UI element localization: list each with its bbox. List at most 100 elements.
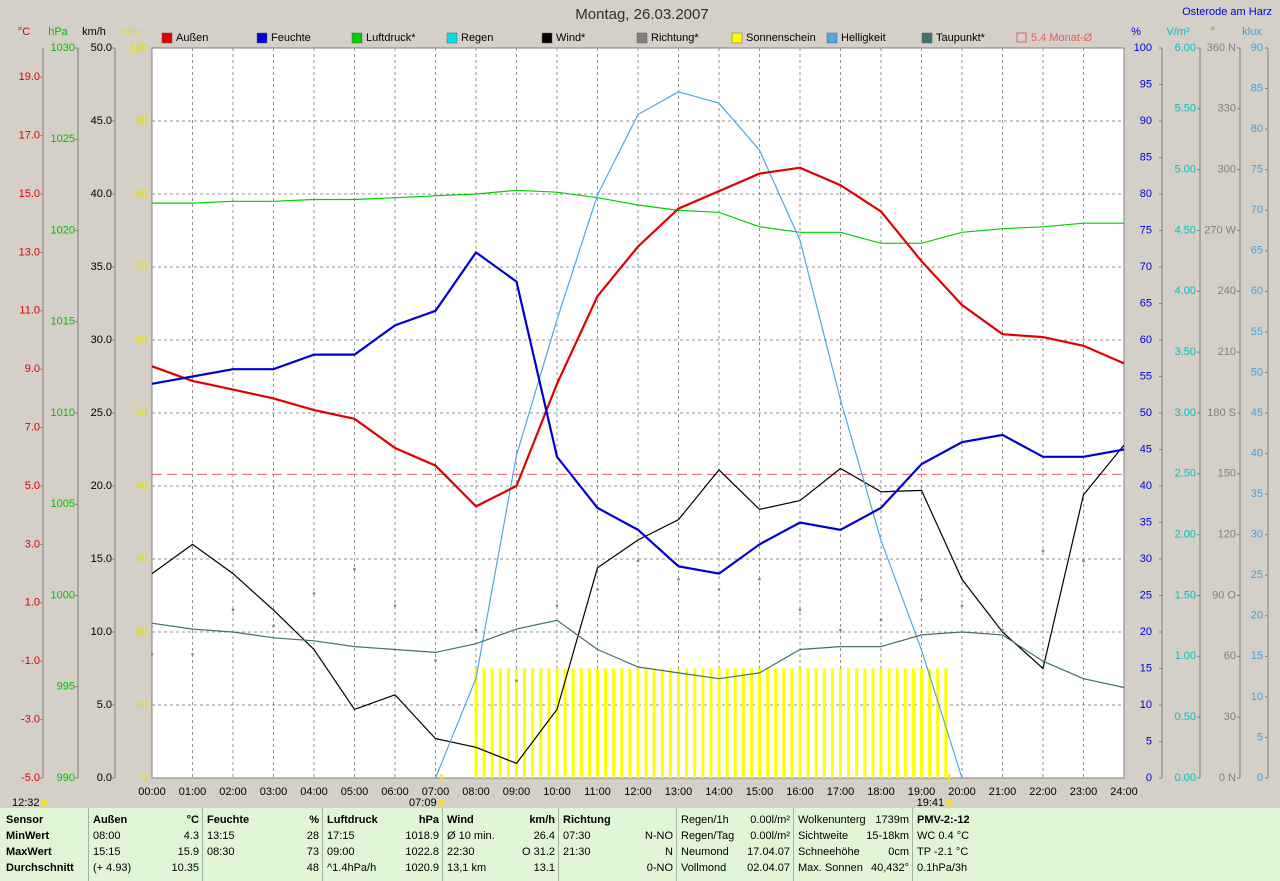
- y-tick-label: 25.0: [91, 407, 112, 419]
- sunshine-bar: [774, 668, 778, 778]
- legend-label: Richtung*: [651, 32, 699, 44]
- y-tick-label: 4.50: [1175, 224, 1196, 236]
- y-tick-label: 60: [1224, 650, 1236, 662]
- x-tick-label: 06:00: [381, 786, 409, 798]
- direction-dot: [960, 604, 964, 607]
- y-tick-label: 5.0: [97, 699, 112, 711]
- series-line: [152, 189, 1124, 244]
- legend-swatch: [636, 32, 648, 44]
- footer-cell: 1739m: [875, 814, 909, 826]
- y-tick-label: 1.50: [1175, 589, 1196, 601]
- sunshine-bar: [579, 668, 583, 778]
- footer-cell: 15.9: [177, 846, 199, 858]
- y-tick-label: 1015: [51, 316, 75, 328]
- sunshine-bar: [822, 668, 826, 778]
- y-tick-label: 1000: [51, 589, 75, 601]
- y-tick-label: 1025: [51, 133, 75, 145]
- series-line: [151, 444, 1125, 765]
- footer-cell: PMV-2:-12: [917, 814, 970, 826]
- y-tick-label: 6.00: [1175, 42, 1196, 54]
- sunshine-bar: [604, 668, 608, 778]
- direction-dot: [1001, 628, 1004, 632]
- sunshine-bar: [693, 668, 697, 778]
- legend-label: Taupunkt*: [936, 32, 986, 44]
- footer-cell: 10.35: [171, 862, 199, 874]
- footer-cell: 17.04.07: [747, 846, 790, 858]
- sunshine-bar: [936, 668, 940, 778]
- sunshine-bar: [758, 668, 761, 778]
- direction-dot: [758, 577, 761, 581]
- x-tick-label: 15:00: [746, 786, 774, 798]
- footer-column: PMV-2:-12 WC 0.4 °C TP -2.1 °C 0.1hPa/3h: [912, 808, 1271, 881]
- legend-swatch: [541, 32, 553, 44]
- footer-cell: 1022.8: [405, 846, 439, 858]
- y-tick-label: 80: [1251, 123, 1263, 135]
- footer-cell: ^1.4hPa/h: [327, 862, 377, 874]
- footer-cell: (+ 4.93): [93, 862, 132, 874]
- x-tick-label: 00:00: [138, 786, 166, 798]
- x-tick-label: 07:00: [422, 786, 450, 798]
- footer-cell: 07:30: [563, 830, 591, 842]
- sunshine-bar: [790, 668, 794, 778]
- y-tick-label: 10: [1251, 691, 1263, 703]
- x-tick-label: 19:00: [908, 786, 936, 798]
- legend-swatch: [351, 32, 363, 44]
- footer-column: Sensor MinWert MaxWert Durchschnitt: [2, 808, 86, 881]
- sunshine-bar: [855, 668, 859, 778]
- sunshine-bar: [782, 668, 786, 778]
- direction-dot: [272, 624, 275, 628]
- sunshine-bar: [749, 668, 753, 778]
- x-tick-label: 09:00: [503, 786, 531, 798]
- sunshine-bar: [733, 668, 737, 778]
- y-tick-label: 35: [1251, 488, 1263, 500]
- footer-cell: %: [309, 814, 319, 826]
- footer-cell: 13:15: [207, 830, 235, 842]
- series-line: [151, 250, 1125, 575]
- direction-dot: [920, 598, 923, 601]
- series-line: [151, 619, 1125, 689]
- y-tick-label: 210: [1218, 346, 1236, 358]
- y-tick-label: 75: [1140, 224, 1152, 236]
- y-tick-label: 100: [130, 42, 148, 54]
- sunshine-bar: [863, 668, 867, 778]
- sunshine-bar: [612, 668, 616, 778]
- y-tick-label: 5.00: [1175, 164, 1196, 176]
- y-tick-label: 7.0: [25, 422, 40, 434]
- sunshine-bar: [506, 668, 510, 778]
- y-tick-label: 70: [136, 261, 148, 273]
- direction-dot: [231, 608, 235, 611]
- legend-label: 5.4 Monat-Ø: [1031, 32, 1093, 44]
- direction-dot: [150, 653, 154, 656]
- direction-dot: [677, 577, 680, 581]
- direction-dot: [474, 628, 478, 632]
- chart-title: Montag, 26.03.2007: [575, 6, 708, 23]
- footer-cell: 4.3: [183, 830, 199, 842]
- y-tick-label: 25: [1251, 569, 1263, 581]
- footer-cell: 0.00l/m²: [750, 814, 790, 826]
- direction-dot: [515, 679, 518, 682]
- sunshine-bar: [741, 668, 745, 778]
- footer-cell: Wind: [447, 814, 474, 826]
- direction-dot: [717, 588, 721, 591]
- series-line: [434, 91, 963, 779]
- y-tick-label: 3.50: [1175, 346, 1196, 358]
- y-tick-label: -5.0: [21, 772, 40, 784]
- sunshine-bar: [911, 668, 915, 778]
- sunshine-bar: [814, 668, 818, 778]
- sunshine-bar: [523, 668, 527, 778]
- y-tick-label: 17.0: [19, 130, 40, 142]
- footer-cell: Wolkenunterg: [798, 814, 866, 826]
- footer-cell: 22:30: [447, 846, 475, 858]
- axis-unit: min: [123, 26, 141, 38]
- sunshine-bar: [903, 668, 907, 778]
- legend-swatch: [1016, 32, 1027, 43]
- y-tick-label: 20: [1251, 610, 1263, 622]
- y-tick-label: 3.00: [1175, 407, 1196, 419]
- y-tick-label: 85: [1140, 151, 1152, 163]
- y-tick-label: 15.0: [19, 188, 40, 200]
- footer-cell: 09:00: [327, 846, 355, 858]
- footer-cell: 08:30: [207, 846, 235, 858]
- y-tick-label: 80: [136, 188, 148, 200]
- footer-cell: Neumond: [681, 846, 729, 858]
- y-tick-label: 10.0: [91, 626, 112, 638]
